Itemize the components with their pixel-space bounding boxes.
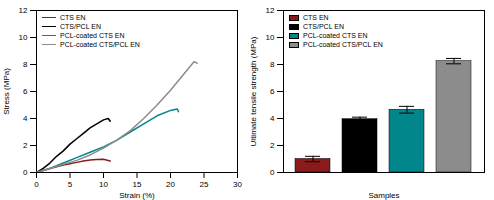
svg-text:15: 15 xyxy=(133,180,142,189)
html-text:PCL-coated CTS EN: PCL-coated CTS EN xyxy=(303,32,368,39)
svg-text:8: 8 xyxy=(23,60,28,69)
html-text:PCL-coated CTS EN: PCL-coated CTS EN xyxy=(60,32,125,39)
html-text:PCL-coated CTS/PCL EN: PCL-coated CTS/PCL EN xyxy=(303,41,383,48)
svg-text:12: 12 xyxy=(266,6,275,15)
svg-text:0: 0 xyxy=(34,180,39,189)
svg-text:Strain (%): Strain (%) xyxy=(119,191,155,200)
svg-text:20: 20 xyxy=(166,180,175,189)
svg-text:4: 4 xyxy=(270,114,275,123)
html-text:CTS/PCL EN: CTS/PCL EN xyxy=(60,23,101,30)
svg-text:25: 25 xyxy=(200,180,209,189)
html-text:PCL-coated CTS/PCL EN: PCL-coated CTS/PCL EN xyxy=(60,41,140,48)
svg-text:4: 4 xyxy=(23,114,28,123)
svg-text:8: 8 xyxy=(270,60,275,69)
svg-text:Stress (MPa): Stress (MPa) xyxy=(2,68,11,115)
svg-text:Ultimate tensile strength (MPa: Ultimate tensile strength (MPa) xyxy=(249,36,258,146)
html-text:CTS EN: CTS EN xyxy=(60,14,86,21)
svg-text:30: 30 xyxy=(233,180,242,189)
svg-text:2: 2 xyxy=(270,141,275,150)
svg-text:10: 10 xyxy=(266,33,275,42)
svg-text:0: 0 xyxy=(23,168,28,177)
svg-text:5: 5 xyxy=(68,180,73,189)
svg-text:0: 0 xyxy=(270,168,275,177)
html-text:CTS EN: CTS EN xyxy=(303,14,329,21)
svg-text:6: 6 xyxy=(23,87,28,96)
svg-text:2: 2 xyxy=(23,141,28,150)
svg-text:10: 10 xyxy=(99,180,108,189)
html-text:CTS/PCL EN: CTS/PCL EN xyxy=(303,23,344,30)
svg-text:Samples: Samples xyxy=(368,191,399,200)
svg-text:12: 12 xyxy=(19,6,28,15)
svg-text:10: 10 xyxy=(19,33,28,42)
svg-text:6: 6 xyxy=(270,87,275,96)
